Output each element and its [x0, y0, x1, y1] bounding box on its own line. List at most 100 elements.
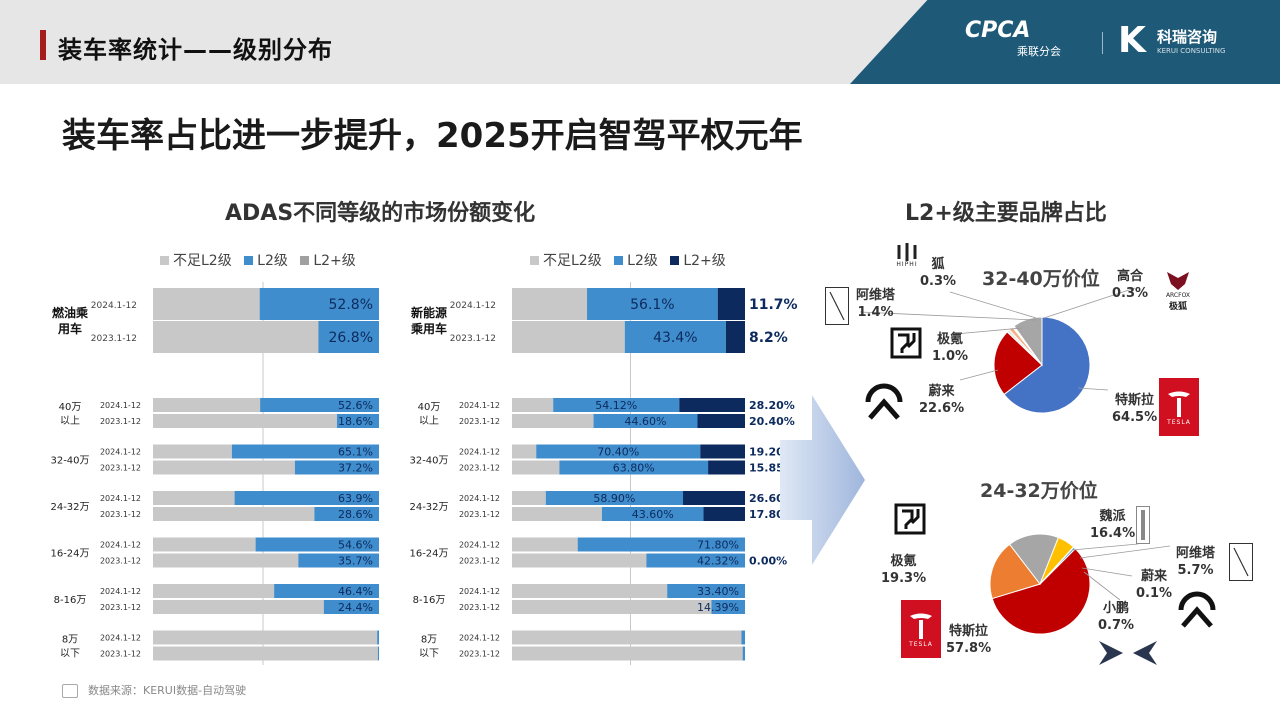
period-label: 2024.1-12: [459, 401, 500, 410]
bar-l2-seg-0-1: [336, 414, 379, 428]
bar-lt-l2-seg-5-1: [153, 646, 378, 661]
bar-lt-l2-seg-2-1: [153, 507, 315, 521]
period-label: 2023.1-12: [100, 557, 141, 566]
period-label: 2023.1-12: [100, 510, 141, 519]
leader-line-b-0: [1071, 543, 1139, 551]
pie2-label-xpeng: 小鹏 0.7%: [1098, 601, 1135, 633]
pie1-label-gaohe: 高合 0.3%: [1112, 269, 1149, 301]
pie2-label-tesla: 特斯拉 57.8%: [946, 624, 992, 656]
data-label-l2: 54.12%: [595, 399, 637, 412]
arcfox-logo-icon: ARCFOX 极狐: [1156, 266, 1200, 316]
bar-lt-l2-seg-5-1: [512, 646, 743, 661]
nio-logo-icon: [862, 380, 906, 424]
segment-label: 24-32万: [50, 502, 89, 513]
legend-left: 不足L2级 L2级 L2+级: [152, 250, 356, 270]
bar-lt-l2-seg-1-0: [153, 444, 232, 459]
pie-slice-a-0: [1003, 316, 1091, 414]
zeekr-logo-icon: [889, 327, 923, 359]
period-label: 2023.1-12: [459, 464, 500, 473]
period-label: 2024.1-12: [91, 301, 137, 311]
period-label: 2023.1-12: [459, 603, 500, 612]
bar-lt-l2-seg-1-0: [512, 444, 537, 459]
bar-l2-seg-1-1: [294, 460, 379, 475]
pie1-label-avatr: 阿维塔 1.4%: [856, 288, 896, 320]
pie1-label-zeekr: 极氪 1.0%: [932, 332, 969, 364]
pie2-label-zeekr: 极氪 19.3%: [881, 554, 927, 586]
bar-lt-l2-top-0: [153, 288, 260, 320]
segment-label: 32-40万: [409, 456, 448, 467]
bar-lt-l2-seg-5-0: [512, 630, 742, 645]
bar-lt-l2-seg-0-0: [512, 398, 554, 412]
data-label-l2plus: 8.2%: [749, 330, 788, 346]
bar-lt-l2-seg-4-0: [512, 584, 668, 598]
leader-line-b-2: [1081, 567, 1133, 577]
pie-slice-b-0: [991, 547, 1091, 635]
avatr-logo-icon-2: [1229, 543, 1253, 581]
avatr-logo-icon: [825, 287, 849, 325]
leader-line-a-0: [949, 291, 1037, 319]
segment-label: 以上: [60, 415, 80, 427]
bar-l2-seg-5-0: [741, 630, 745, 645]
kerui-logo: K 科瑞咨询 KERUI CONSULTING: [1118, 20, 1226, 61]
leader-line-b-1: [1079, 545, 1171, 559]
period-label: 2023.1-12: [450, 334, 496, 344]
period-label: 2024.1-12: [100, 634, 141, 643]
bar-l2-seg-0-0: [260, 398, 379, 412]
left-chart-title: ADAS不同等级的市场份额变化: [225, 201, 536, 226]
leader-line-a-5: [1077, 387, 1109, 391]
period-label: 2023.1-12: [459, 557, 500, 566]
bar-lt-l2-seg-1-1: [512, 460, 560, 475]
data-label-l2: 35.7%: [338, 554, 373, 567]
bar-l2-top-0: [587, 288, 718, 320]
period-label: 2024.1-12: [100, 494, 141, 503]
bar-lt-l2-seg-3-0: [153, 537, 256, 552]
period-label: 2024.1-12: [459, 634, 500, 643]
leader-line-a-4: [959, 369, 999, 381]
period-label: 2024.1-12: [459, 541, 500, 550]
data-label-l2: 54.6%: [338, 538, 373, 551]
tesla-logo-icon-2: TESLA: [901, 600, 941, 658]
period-label: 2024.1-12: [100, 541, 141, 550]
bar-lt-l2-seg-5-0: [153, 630, 378, 645]
group-label: 新能源: [411, 305, 447, 320]
right-chart-title: L2+级主要品牌占比: [905, 201, 1107, 226]
bar-l2-seg-5-1: [742, 646, 745, 661]
group-label: 乘用车: [410, 321, 447, 336]
data-label-l2: 58.90%: [593, 492, 635, 505]
leader-line-a-3: [954, 327, 1023, 335]
period-label: 2023.1-12: [100, 650, 141, 659]
data-label-l2plus: 0.00%: [749, 554, 787, 567]
period-label: 2024.1-12: [459, 587, 500, 596]
bar-lt-l2-top-1: [512, 321, 625, 353]
period-label: 2023.1-12: [100, 464, 141, 473]
data-label-l2: 42.32%: [697, 554, 739, 567]
data-label-l2: 56.1%: [630, 297, 674, 313]
bar-lt-l2-top-0: [512, 288, 588, 320]
bar-l2-seg-4-1: [711, 600, 745, 614]
bar-l2-seg-5-0: [377, 630, 379, 645]
slide-title: 装车率统计——级别分布: [58, 36, 333, 64]
data-label-l2: 14.39%: [697, 601, 739, 614]
bar-l2-top-1: [624, 321, 726, 353]
leader-line-b-3: [1083, 571, 1121, 601]
pie2-label-avatr: 阿维塔 5.7%: [1176, 546, 1216, 578]
hiphi-logo-icon: HIPHI: [891, 240, 923, 270]
pie-slice-b-1: [989, 543, 1041, 600]
bar-l2-seg-4-1: [323, 600, 379, 614]
bar-l2-seg-3-0: [577, 537, 745, 552]
bar-l2plus-seg-0-1: [697, 414, 745, 428]
bar-lt-l2-seg-1-1: [153, 460, 295, 475]
bar-l2plus-top-1: [725, 321, 745, 353]
segment-label: 以下: [419, 649, 439, 660]
bar-lt-l2-seg-3-1: [512, 553, 647, 568]
data-label-l2: 46.4%: [338, 585, 373, 598]
period-label: 2023.1-12: [459, 510, 500, 519]
title-accent: [40, 30, 46, 60]
pie2-label-wey: 魏派 16.4%: [1090, 509, 1136, 541]
calendar-icon: [62, 684, 78, 698]
period-label: 2024.1-12: [459, 494, 500, 503]
pie1-title: 32-40万价位: [982, 268, 1100, 290]
group-label: 燃油乘: [52, 305, 88, 320]
bar-lt-l2-seg-4-1: [512, 600, 712, 614]
period-label: 2023.1-12: [100, 417, 141, 426]
